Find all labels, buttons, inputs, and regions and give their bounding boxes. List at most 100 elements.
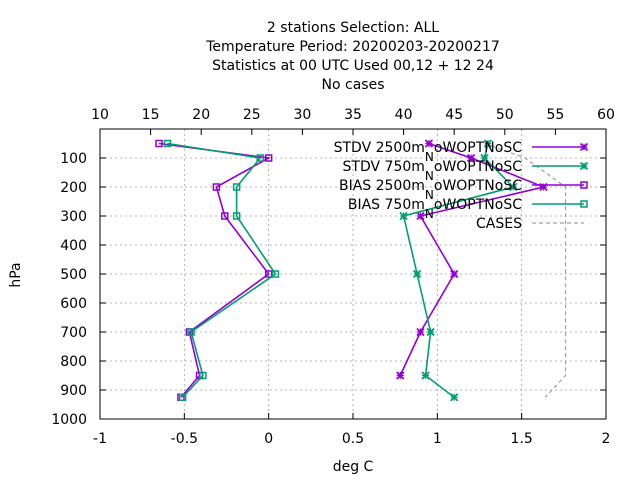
series-line [167, 142, 277, 398]
x2-tick-label: 40 [395, 107, 413, 123]
legend-label-rest: oWOPTNoSC [434, 159, 522, 175]
legend-label-sub: N [425, 207, 434, 221]
x-tick-label: 1 [433, 431, 442, 447]
data-point [509, 182, 518, 192]
x-axis-label: deg C [333, 459, 374, 475]
legend-entry-1: STDV 750mNoWOPTNoSC [343, 159, 589, 183]
data-point [232, 212, 241, 220]
legend-label-sub: N [425, 188, 434, 202]
legend-label-sub: N [425, 169, 434, 183]
data-point [426, 327, 435, 337]
series-0 [396, 139, 548, 380]
data-point [212, 183, 221, 191]
title-block: 2 stations Selection: ALL Temperature Pe… [205, 20, 500, 93]
data-point [199, 371, 207, 380]
legend-label: BIAS 750mNoWOPTNoSC [348, 197, 522, 221]
legend-sample-marker [580, 181, 588, 189]
data-point [232, 183, 241, 191]
y-tick-label: 700 [60, 325, 87, 341]
legend-label-rest: oWOPTNoSC [434, 178, 522, 194]
y-axis: 100 200 300 400 500 600 700 800 900 1000 [51, 151, 606, 428]
x2-tick-label: 60 [597, 107, 615, 123]
x-axis: -1 -0.5 0 0.5 1 1.5 2 [93, 413, 610, 447]
legend-label-main: CASES [476, 216, 522, 232]
legend-label-main: BIAS 2500m [339, 178, 425, 194]
grid [100, 129, 606, 419]
legend-sample-marker [579, 142, 589, 152]
series-4 [484, 142, 567, 398]
data-point [416, 211, 425, 221]
x2-tick-label: 35 [344, 107, 362, 123]
legend-label-rest: oWOPTNoSC [434, 197, 522, 213]
series-line [484, 142, 567, 398]
y-tick-label: 1000 [51, 412, 87, 428]
title-line-1: 2 stations Selection: ALL [267, 20, 439, 36]
legend-entry-4: CASES [476, 216, 584, 232]
x2-tick-label: 25 [243, 107, 261, 123]
legend-entry-2: BIAS 2500mNoWOPTNoSC [339, 178, 588, 202]
legend-sample-marker [579, 161, 589, 171]
series-2 [155, 139, 273, 401]
y-tick-label: 100 [60, 151, 87, 167]
data-point [187, 328, 195, 336]
data-point [178, 393, 187, 401]
y-tick-label: 300 [60, 209, 87, 225]
data-point [396, 371, 405, 380]
series-3 [163, 139, 280, 401]
y-tick-label: 200 [60, 180, 87, 196]
data-point [450, 393, 459, 402]
y-tick-label: 400 [60, 238, 87, 254]
data-point [271, 270, 280, 278]
legend-label-main: STDV 750m [343, 159, 425, 175]
title-line-4: No cases [322, 77, 385, 93]
legend-label: STDV 2500mNoWOPTNoSC [334, 140, 523, 164]
data-point [450, 269, 459, 279]
title-line-3: Statistics at 00 UTC Used 00,12 + 12 24 [212, 58, 494, 74]
x2-tick-label: 10 [91, 107, 109, 123]
data-point [416, 327, 425, 337]
x-tick-label: 0.5 [342, 431, 364, 447]
x2-tick-label: 45 [445, 107, 463, 123]
data-point [264, 154, 273, 162]
series-1 [399, 139, 518, 402]
legend-label-sub: N [425, 150, 434, 164]
x-tick-label: 2 [602, 431, 611, 447]
x-tick-label: -0.5 [171, 431, 198, 447]
legend-label: STDV 750mNoWOPTNoSC [343, 159, 523, 183]
data-point [480, 153, 489, 163]
y-tick-label: 800 [60, 354, 87, 370]
legend-label-main: STDV 2500m [334, 140, 425, 156]
x2-tick-label: 55 [546, 107, 564, 123]
x-tick-label: 1.5 [511, 431, 533, 447]
data-point [155, 139, 163, 148]
x2-tick-label: 30 [293, 107, 311, 123]
y-tick-label: 500 [60, 267, 87, 283]
x2-tick-label: 50 [496, 107, 514, 123]
data-point [256, 154, 264, 162]
series-layer [155, 139, 567, 402]
data-point [221, 212, 229, 220]
data-point [421, 371, 430, 380]
legend-label: BIAS 2500mNoWOPTNoSC [339, 178, 522, 202]
legend-label-main: BIAS 750m [348, 197, 425, 213]
x-tick-label: -1 [93, 431, 107, 447]
data-point [163, 139, 172, 148]
data-point [399, 211, 408, 221]
x2-tick-label: 20 [192, 107, 210, 123]
y-axis-label: hPa [8, 262, 24, 287]
title-line-2: Temperature Period: 20200203-20200217 [205, 39, 500, 55]
series-line [402, 143, 515, 398]
legend-entry-3: BIAS 750mNoWOPTNoSC [348, 197, 588, 221]
data-point [412, 269, 422, 279]
data-point [424, 139, 434, 148]
x2-tick-label: 15 [142, 107, 160, 123]
y-tick-label: 600 [60, 296, 87, 312]
legend-sample-marker [580, 200, 588, 208]
legend-entry-0: STDV 2500mNoWOPTNoSC [334, 140, 589, 164]
y-tick-label: 900 [60, 383, 87, 399]
legend-label: CASES [476, 216, 522, 232]
legend-label-rest: oWOPTNoSC [434, 140, 522, 156]
series-line [158, 142, 272, 398]
